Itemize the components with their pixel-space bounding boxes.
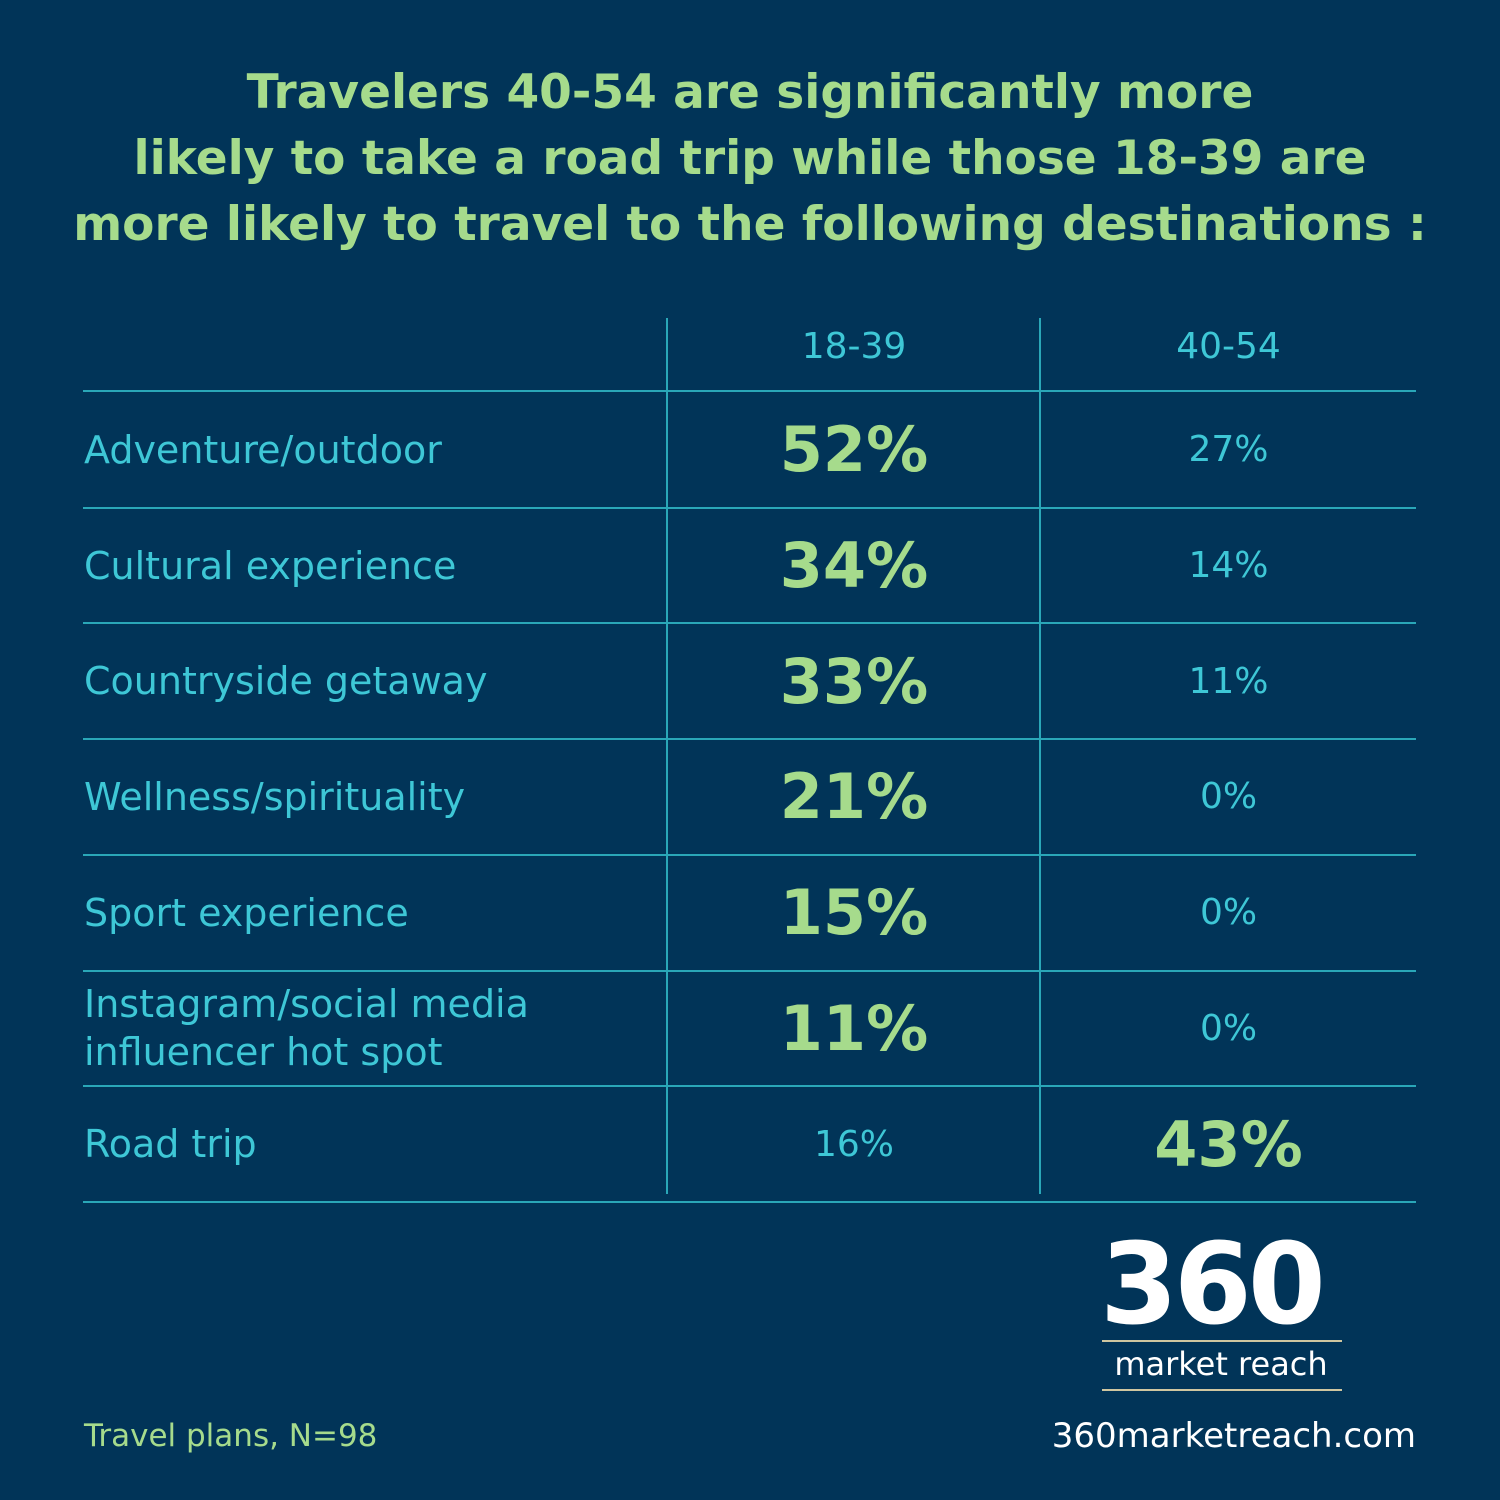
value-cell: 14% xyxy=(1188,545,1269,587)
value-cell: 0% xyxy=(1199,1007,1258,1049)
footer-note: Travel plans, N=98 xyxy=(84,1418,378,1454)
value-cell: 21% xyxy=(779,760,929,834)
row-label: Sport experience xyxy=(84,890,409,935)
title-line: Travelers 40-54 are significantly more xyxy=(246,65,1254,120)
row-label: Wellness/spirituality xyxy=(84,774,466,819)
row-label: Road trip xyxy=(84,1122,257,1167)
logo-tagline: market reach xyxy=(1114,1345,1328,1383)
website: 360marketreach.com xyxy=(1051,1416,1416,1456)
row-label: Adventure/outdoor xyxy=(84,427,442,472)
row-divider xyxy=(83,390,1416,392)
value-cell: 34% xyxy=(779,529,929,603)
column-divider xyxy=(666,318,668,1194)
row-divider xyxy=(83,1200,1416,1203)
logo-rule xyxy=(1102,1389,1342,1391)
value-cell: 43% xyxy=(1154,1107,1303,1181)
row-divider xyxy=(83,853,1416,856)
logo-name: 360 xyxy=(1100,1220,1326,1350)
title-line: likely to take a road trip while those 1… xyxy=(133,131,1367,186)
row-divider xyxy=(83,506,1416,509)
column-divider xyxy=(1039,318,1041,1194)
row-label: Countryside getaway xyxy=(84,659,488,704)
value-cell: 33% xyxy=(779,644,929,718)
logo-rule xyxy=(1102,1340,1342,1342)
value-cell: 0% xyxy=(1199,892,1258,934)
value-cell: 15% xyxy=(779,876,929,950)
row-divider xyxy=(83,969,1416,972)
column-header: 18-39 xyxy=(801,325,907,367)
row-divider xyxy=(83,738,1416,741)
row-label: Instagram/social media influencer hot sp… xyxy=(84,982,529,1075)
title-line: more likely to travel to the following d… xyxy=(73,197,1427,252)
value-cell: 11% xyxy=(779,991,929,1065)
row-divider xyxy=(83,1085,1416,1088)
value-cell: 27% xyxy=(1188,429,1269,471)
row-label: Cultural experience xyxy=(84,543,457,588)
value-cell: 52% xyxy=(779,413,929,487)
value-cell: 0% xyxy=(1199,776,1258,818)
value-cell: 16% xyxy=(813,1123,894,1165)
column-header: 40-54 xyxy=(1176,325,1281,367)
row-divider xyxy=(83,622,1416,625)
title: Travelers 40-54 are significantly more li… xyxy=(0,60,1500,258)
value-cell: 11% xyxy=(1188,660,1269,702)
